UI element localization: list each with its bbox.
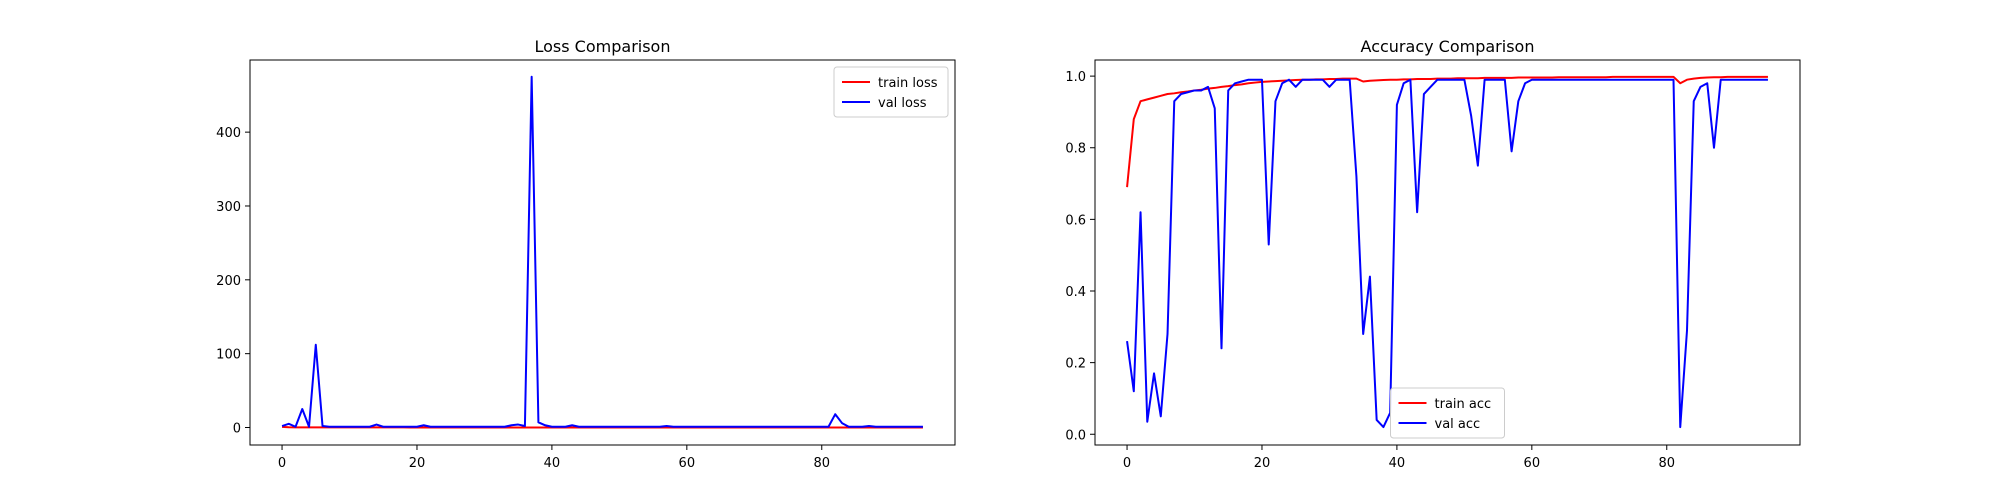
loss-chart-plot-area [281,75,923,429]
accuracy-chart-axes-frame [1094,59,1801,446]
accuracy-chart-legend-box [1390,387,1505,439]
loss-chart-title: Loss Comparison [535,37,671,56]
accuracy-chart-y-tick-label: 0.4 [1065,285,1086,300]
loss-chart-axes-frame [249,59,956,446]
loss-chart-y-tick-label: 100 [216,348,241,363]
loss-chart-y-axis: 0 100 200 300 400 [216,126,250,437]
accuracy-chart-y-tick-label: 0.2 [1065,357,1086,372]
accuracy-chart-x-tick-label: 40 [1389,456,1406,471]
loss-chart-x-tick-label: 80 [813,456,830,471]
accuracy-chart-y-tick-label: 1.0 [1065,70,1086,85]
accuracy-chart-x-axis: 0 20 40 60 80 [1123,445,1675,471]
loss-chart-legend: train loss val loss [833,66,949,118]
accuracy-chart-title: Accuracy Comparison [1361,37,1535,56]
loss-chart-x-tick-label: 60 [679,456,696,471]
accuracy-chart-plot-area [1126,75,1768,429]
loss-chart-x-axis: 0 20 40 60 80 [278,445,830,471]
accuracy-chart-legend: train acc val acc [1390,387,1505,439]
loss-chart-y-tick-label: 300 [216,200,241,215]
accuracy-chart-x-tick-label: 60 [1524,456,1541,471]
loss-chart-legend-label: val loss [878,96,927,111]
accuracy-chart-series-val-acc [1126,78,1768,429]
loss-chart-legend-label: train loss [878,76,938,91]
loss-chart-y-tick-label: 200 [216,274,241,289]
accuracy-chart-legend-label: val acc [1435,417,1481,432]
loss-chart-x-tick-label: 0 [278,456,286,471]
accuracy-chart-x-tick-label: 80 [1658,456,1675,471]
accuracy-chart-x-tick-label: 0 [1123,456,1131,471]
loss-chart-x-tick-label: 40 [544,456,561,471]
loss-chart-x-tick-label: 20 [409,456,426,471]
loss-chart-series-val-loss [281,75,923,428]
accuracy-chart-y-tick-label: 0.8 [1065,142,1086,157]
accuracy-comparison-chart: Accuracy Comparison 0 20 40 60 80 0.00.20.40… [1065,37,1801,471]
loss-chart-legend-box [833,66,949,118]
accuracy-chart-y-tick-label: 0.6 [1065,213,1086,228]
accuracy-chart-x-tick-label: 20 [1254,456,1271,471]
accuracy-chart-y-tick-label: 0.0 [1065,428,1086,443]
loss-chart-y-tick-label: 0 [233,422,241,437]
accuracy-chart-y-axis: 0.0 0.2 0.4 0.6 0.8 1.0 [1065,70,1095,443]
accuracy-chart-legend-label: train acc [1435,397,1492,412]
loss-chart-y-tick-label: 400 [216,126,241,141]
loss-comparison-chart: Loss Comparison 0 20 40 60 80 0100200300400 … [216,37,956,471]
